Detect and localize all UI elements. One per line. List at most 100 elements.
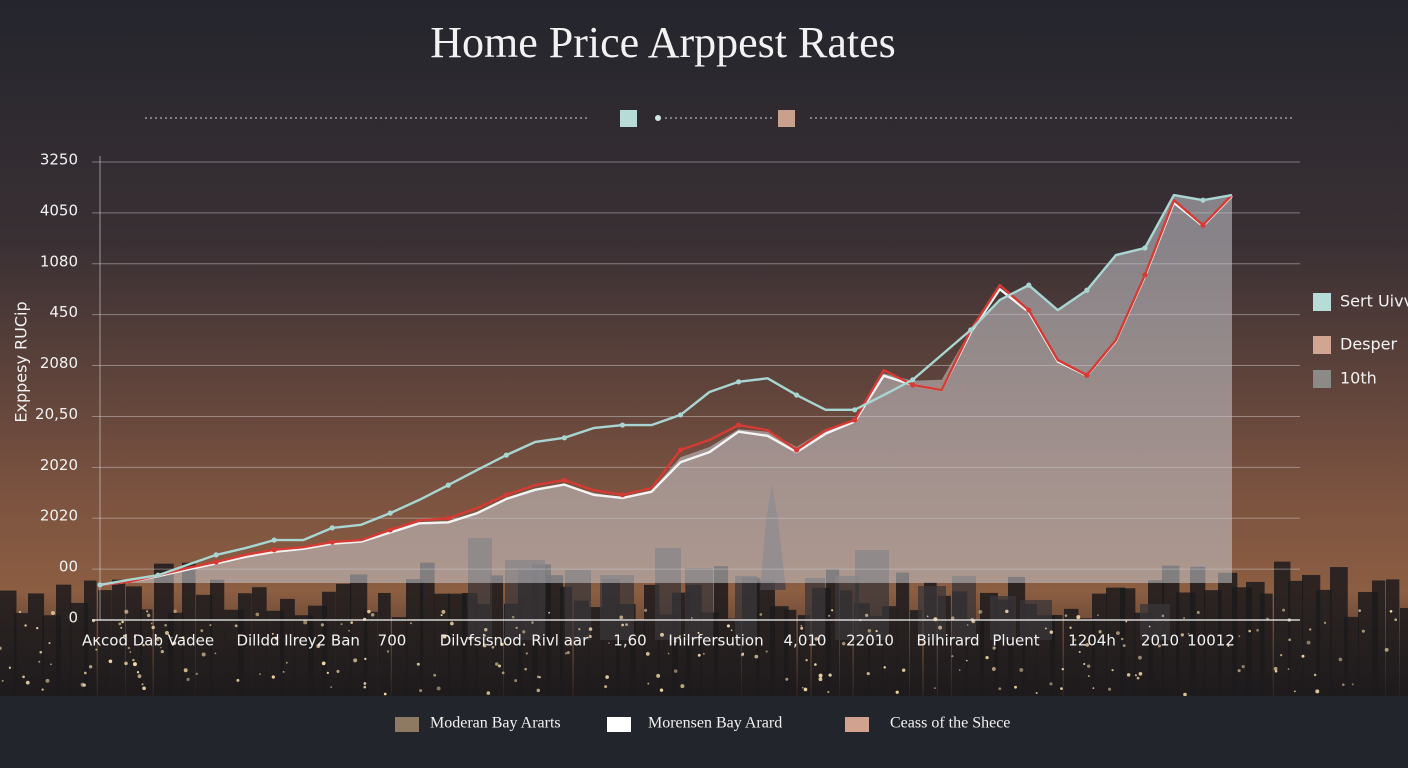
point xyxy=(677,447,684,453)
light xyxy=(1111,669,1114,672)
light xyxy=(173,609,177,614)
building xyxy=(1330,567,1348,696)
light xyxy=(1338,657,1343,662)
legend-label: Moderan Bay Ararts xyxy=(430,715,561,732)
light xyxy=(1361,629,1365,633)
tower xyxy=(918,586,946,640)
light xyxy=(1341,683,1345,687)
light xyxy=(754,654,759,659)
y-tick-label: 450 xyxy=(49,303,78,321)
light xyxy=(183,668,188,673)
point xyxy=(445,515,451,521)
light xyxy=(497,664,501,668)
building xyxy=(84,580,97,696)
light xyxy=(883,666,886,669)
x-tick-label: 4,010 xyxy=(784,632,827,650)
point xyxy=(852,407,858,413)
light xyxy=(1238,635,1241,638)
point xyxy=(1200,197,1206,203)
y-tick-label: 4050 xyxy=(40,201,78,219)
light xyxy=(363,685,367,689)
tower xyxy=(600,575,634,640)
light xyxy=(440,614,443,617)
light xyxy=(1087,675,1090,678)
light xyxy=(142,686,146,691)
light xyxy=(285,661,288,664)
building xyxy=(322,591,336,696)
light xyxy=(303,620,308,625)
legend-label: Ceass of the Shece xyxy=(890,715,1010,732)
light xyxy=(536,675,540,679)
light xyxy=(1085,643,1090,647)
light xyxy=(206,637,209,639)
light xyxy=(690,617,693,619)
point xyxy=(213,552,219,558)
light xyxy=(484,628,488,632)
legend-swatch xyxy=(1313,293,1331,311)
building xyxy=(364,611,378,696)
light xyxy=(785,677,789,681)
light xyxy=(814,637,819,641)
light xyxy=(1116,631,1120,636)
point xyxy=(1026,282,1032,288)
building xyxy=(784,609,797,696)
light xyxy=(702,652,705,655)
light xyxy=(619,615,624,620)
area xyxy=(100,195,1232,585)
light xyxy=(124,639,127,641)
light xyxy=(155,634,158,637)
building xyxy=(336,583,352,696)
legend-label: Desper xyxy=(1340,335,1398,354)
light xyxy=(673,669,678,673)
light xyxy=(383,692,387,696)
light xyxy=(951,616,955,620)
light xyxy=(765,650,768,653)
light xyxy=(468,637,472,640)
light xyxy=(697,631,700,634)
point xyxy=(619,492,626,498)
light xyxy=(1323,621,1327,624)
light xyxy=(160,650,164,654)
legend-swatch xyxy=(845,717,869,732)
light xyxy=(659,688,664,692)
building xyxy=(1190,566,1206,696)
light xyxy=(236,678,240,682)
light xyxy=(48,642,51,645)
light xyxy=(141,683,144,686)
light xyxy=(1183,617,1186,619)
light xyxy=(548,611,551,614)
light xyxy=(1161,614,1165,618)
light xyxy=(966,624,969,626)
light xyxy=(985,655,989,660)
light xyxy=(827,614,831,617)
building xyxy=(420,562,435,696)
light xyxy=(321,661,326,666)
point xyxy=(1026,307,1032,313)
light xyxy=(50,611,55,615)
legend-swatch xyxy=(1313,336,1331,354)
building xyxy=(1246,581,1265,696)
light xyxy=(336,669,340,673)
building xyxy=(1078,618,1095,696)
light xyxy=(501,671,505,675)
light xyxy=(433,673,437,677)
light xyxy=(1157,644,1162,648)
light xyxy=(566,651,570,655)
light xyxy=(588,627,593,631)
light xyxy=(18,610,22,614)
light xyxy=(992,646,996,650)
light xyxy=(525,652,528,655)
light xyxy=(181,636,185,640)
light xyxy=(95,648,98,651)
light xyxy=(340,623,343,626)
light xyxy=(1136,676,1140,680)
light xyxy=(1280,654,1283,657)
light xyxy=(831,609,834,612)
light xyxy=(150,622,153,625)
building xyxy=(238,593,252,696)
chart-title: Home Price Arppest Rates xyxy=(430,18,896,67)
light xyxy=(828,673,832,677)
light xyxy=(800,624,803,627)
light xyxy=(122,634,126,638)
x-tick-label: Dilldd xyxy=(236,632,279,650)
